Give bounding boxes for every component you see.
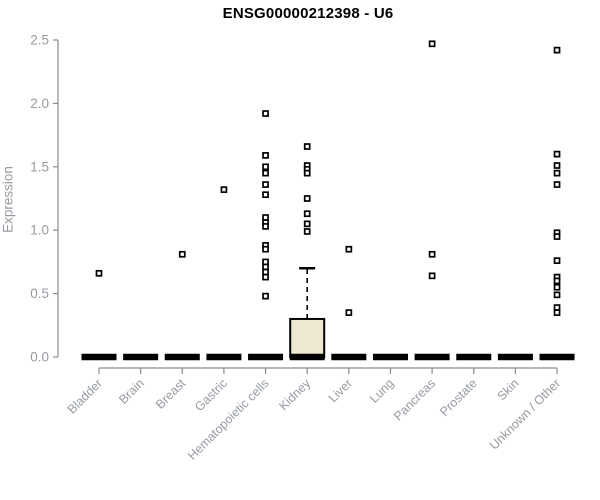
outlier-point xyxy=(262,152,269,159)
outlier-point xyxy=(553,277,561,285)
category-label: Skin xyxy=(494,376,521,403)
category-label: Liver xyxy=(326,376,355,405)
outlier-point xyxy=(428,40,436,48)
outlier-point xyxy=(553,283,561,291)
outlier-point xyxy=(303,195,311,202)
outlier-point xyxy=(553,233,561,240)
y-tick-label: 1.5 xyxy=(30,159,49,174)
outlier-point xyxy=(428,272,436,280)
median-bar xyxy=(289,353,325,361)
y-tick-label: 1.0 xyxy=(30,223,49,238)
chart-title: ENSG00000212398 - U6 xyxy=(222,5,394,22)
median-bar xyxy=(497,353,533,361)
outlier-point xyxy=(262,163,269,171)
category-label: Prostate xyxy=(437,376,480,419)
outlier-point xyxy=(262,223,269,230)
outlier-point xyxy=(303,210,311,218)
y-tick-label: 2.0 xyxy=(30,96,49,111)
outlier-point xyxy=(262,169,269,177)
outlier-point xyxy=(220,186,228,193)
median-bar xyxy=(414,353,450,361)
y-tick-label: 0.0 xyxy=(30,350,49,365)
category-label: Brain xyxy=(116,376,147,407)
outlier-point xyxy=(303,143,311,150)
outlier-point xyxy=(262,110,269,117)
outlier-point xyxy=(262,191,269,199)
outlier-point xyxy=(428,250,436,258)
median-bar xyxy=(456,353,492,361)
outlier-point xyxy=(303,228,311,235)
outlier-point xyxy=(178,250,186,258)
outlier-point xyxy=(262,292,269,300)
outlier-point xyxy=(553,46,561,54)
outlier-point xyxy=(95,269,103,277)
median-bar xyxy=(123,353,159,361)
median-bar xyxy=(81,353,117,361)
median-bar xyxy=(539,353,575,361)
median-bar xyxy=(372,353,408,361)
outlier-point xyxy=(345,245,353,253)
outlier-point xyxy=(553,162,561,169)
outlier-point xyxy=(553,257,561,264)
iqr-box xyxy=(289,317,326,358)
outlier-point xyxy=(553,181,561,188)
category-label: Unknown / Other xyxy=(487,376,563,452)
median-bar xyxy=(248,353,284,361)
category-label: Gastric xyxy=(192,376,230,414)
category-label: Bladder xyxy=(65,376,105,416)
outlier-point xyxy=(262,245,269,253)
y-tick-label: 0.5 xyxy=(30,286,49,301)
outlier-point xyxy=(553,309,561,316)
outlier-point xyxy=(553,150,561,158)
category-label: Pancreas xyxy=(391,376,438,423)
outlier-point xyxy=(553,169,561,177)
median-bar xyxy=(164,353,200,361)
category-label: Breast xyxy=(153,376,189,412)
y-tick-label: 2.5 xyxy=(30,33,49,48)
category-label: Lung xyxy=(367,376,397,406)
outlier-point xyxy=(345,309,353,316)
median-bar xyxy=(331,353,367,361)
outlier-point xyxy=(303,220,311,228)
category-label: Kidney xyxy=(276,376,313,413)
outlier-point xyxy=(303,169,311,177)
outlier-point xyxy=(262,181,269,188)
median-bar xyxy=(206,353,242,361)
outlier-point xyxy=(553,291,561,299)
outlier-point xyxy=(262,273,269,281)
category-label: Hematopoietic cells xyxy=(185,376,272,463)
